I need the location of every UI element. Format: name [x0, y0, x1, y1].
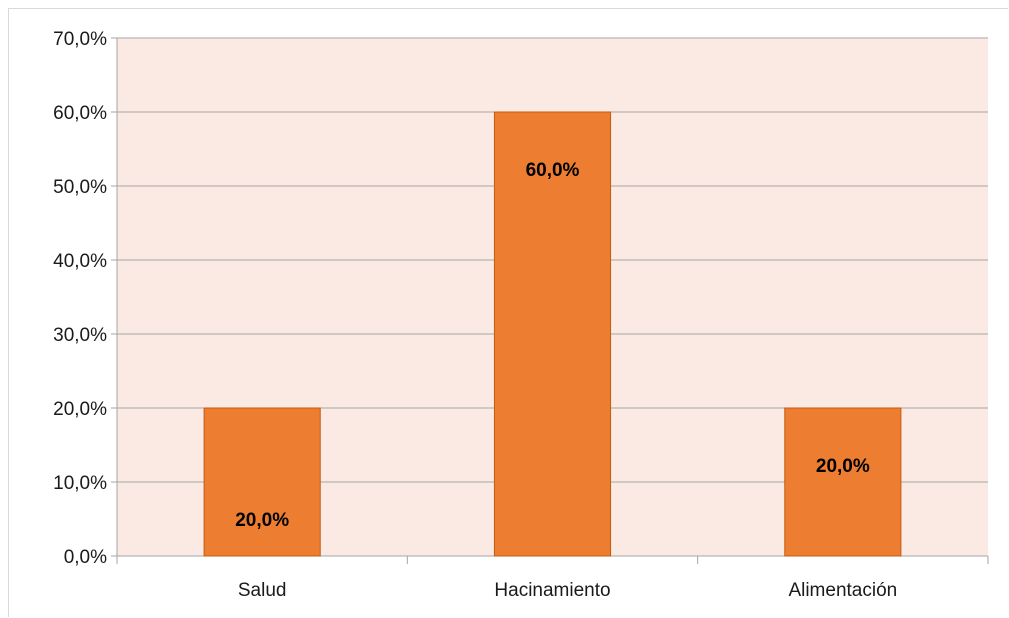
x-tick-label: Salud: [238, 580, 287, 601]
bar: [203, 407, 321, 557]
bars: [203, 111, 902, 557]
x-axis: [116, 556, 989, 564]
data-labels: 20,0% 60,0% 20,0%: [235, 160, 870, 531]
data-label: 60,0%: [526, 160, 580, 181]
y-tick-label: 20,0%: [53, 399, 107, 420]
x-tick-label: Alimentación: [788, 580, 897, 601]
y-axis-labels: 0,0% 10,0% 20,0% 30,0% 40,0% 50,0% 60,0% 70,0%: [53, 29, 107, 568]
y-tick-label: 50,0%: [53, 177, 107, 198]
y-tick-label: 0,0%: [64, 547, 107, 568]
x-axis-labels: Salud Hacinamiento Alimentación: [238, 580, 897, 601]
y-tick-label: 10,0%: [53, 473, 107, 494]
data-label: 20,0%: [816, 456, 870, 477]
chart-frame: [8, 8, 1008, 617]
y-tick-label: 30,0%: [53, 325, 107, 346]
bar: [493, 111, 612, 557]
data-label: 20,0%: [235, 510, 289, 531]
y-tick-label: 40,0%: [53, 251, 107, 272]
x-tick-label: Hacinamiento: [494, 580, 610, 601]
bar: [784, 407, 902, 557]
y-tick-label: 60,0%: [53, 103, 107, 124]
y-tick-label: 70,0%: [53, 29, 107, 50]
